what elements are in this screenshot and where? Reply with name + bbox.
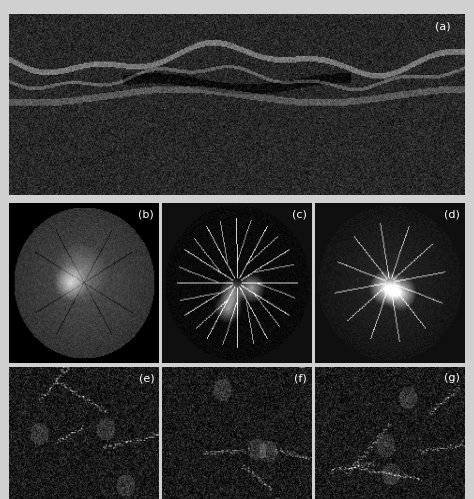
Text: (f): (f)	[294, 373, 307, 383]
Text: (c): (c)	[292, 209, 307, 219]
Text: (g): (g)	[444, 373, 460, 383]
Text: (a): (a)	[435, 21, 451, 31]
Text: (d): (d)	[444, 209, 460, 219]
Text: (b): (b)	[138, 209, 154, 219]
Text: (e): (e)	[138, 373, 154, 383]
